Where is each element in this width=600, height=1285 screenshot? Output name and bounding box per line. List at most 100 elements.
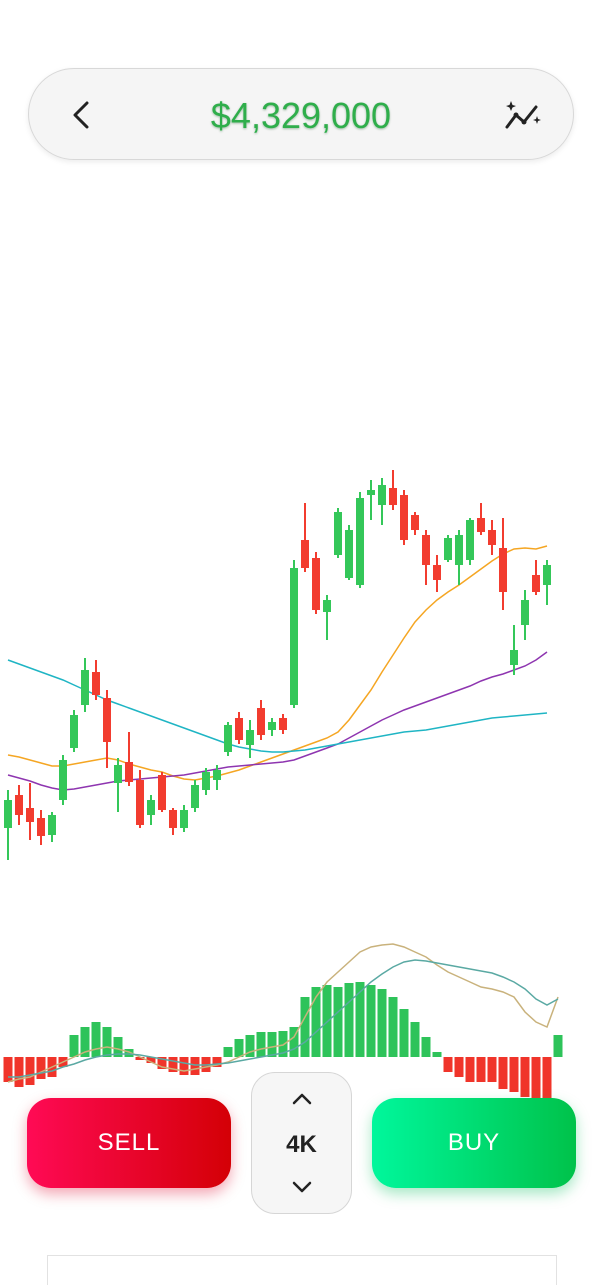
histogram-bar bbox=[80, 1027, 90, 1057]
increase-button[interactable] bbox=[290, 1091, 314, 1107]
candle-body bbox=[235, 718, 243, 740]
chart-icon[interactable] bbox=[503, 99, 543, 133]
indicator-line bbox=[7, 943, 559, 1083]
candle-body bbox=[367, 490, 375, 495]
histogram-bar bbox=[223, 1047, 233, 1057]
candle-body bbox=[191, 785, 199, 808]
histogram-bar bbox=[212, 1057, 222, 1067]
candle-body bbox=[444, 538, 452, 560]
price: $4,329,000 bbox=[210, 95, 392, 136]
candle-body bbox=[334, 512, 342, 555]
candle-body bbox=[389, 488, 397, 505]
candle-body bbox=[422, 535, 430, 565]
histogram-bar bbox=[410, 1022, 420, 1057]
histogram-bar bbox=[366, 985, 376, 1057]
indicator-line bbox=[7, 659, 548, 753]
candle-body bbox=[147, 800, 155, 815]
candle-body bbox=[59, 760, 67, 800]
back-button[interactable] bbox=[69, 99, 93, 131]
candle-body bbox=[180, 810, 188, 828]
histogram-bar bbox=[267, 1032, 277, 1057]
histogram-bar bbox=[168, 1057, 178, 1072]
candle-body bbox=[169, 810, 177, 828]
histogram-bar bbox=[311, 987, 321, 1057]
histogram-bar bbox=[399, 1009, 409, 1057]
candle-body bbox=[70, 715, 78, 748]
candle-body bbox=[290, 568, 298, 705]
sell-button[interactable]: SELL bbox=[27, 1098, 231, 1188]
histogram-bar bbox=[14, 1057, 24, 1087]
histogram-bar bbox=[278, 1031, 288, 1057]
histogram-bar bbox=[388, 997, 398, 1057]
candle-body bbox=[510, 650, 518, 665]
candle-body bbox=[521, 600, 529, 625]
histogram-bar bbox=[553, 1035, 563, 1057]
candle-body bbox=[81, 670, 89, 705]
candle-body bbox=[103, 698, 111, 742]
candle-body bbox=[433, 565, 441, 580]
histogram-bar bbox=[102, 1027, 112, 1057]
histogram-bar bbox=[454, 1057, 464, 1077]
candle-body bbox=[114, 765, 122, 783]
histogram-bar bbox=[289, 1027, 299, 1057]
header-bar: $4,329,000 bbox=[28, 68, 574, 160]
candle-body bbox=[37, 818, 45, 836]
histogram-bar bbox=[542, 1057, 552, 1102]
candle-body bbox=[532, 575, 540, 592]
histogram-bar bbox=[421, 1037, 431, 1057]
size-value: 4K bbox=[286, 1131, 317, 1158]
histogram-bar bbox=[443, 1057, 453, 1072]
candle-body bbox=[202, 772, 210, 790]
candle-body bbox=[136, 780, 144, 825]
histogram-bar bbox=[520, 1057, 530, 1097]
candle-body bbox=[279, 718, 287, 730]
histogram-bar bbox=[465, 1057, 475, 1082]
histogram-bar bbox=[3, 1057, 13, 1082]
candle-body bbox=[455, 535, 463, 565]
histogram-bar bbox=[256, 1032, 266, 1057]
histogram-bar bbox=[355, 982, 365, 1057]
histogram-bar bbox=[69, 1035, 79, 1057]
candle-body bbox=[378, 485, 386, 505]
buy-button[interactable]: BUY bbox=[372, 1098, 576, 1188]
candle-body bbox=[323, 600, 331, 612]
histogram-bar bbox=[91, 1022, 101, 1057]
histogram-bar bbox=[487, 1057, 497, 1082]
candle-body bbox=[499, 548, 507, 592]
candle-body bbox=[26, 808, 34, 822]
candle-body bbox=[466, 520, 474, 560]
candle-body bbox=[224, 725, 232, 752]
histogram-bar bbox=[190, 1057, 200, 1075]
histogram-bar bbox=[498, 1057, 508, 1089]
candle-body bbox=[246, 730, 254, 745]
candle-body bbox=[345, 530, 353, 578]
histogram-bar bbox=[25, 1057, 35, 1085]
histogram-bar bbox=[146, 1057, 156, 1063]
size-selector: 4K bbox=[251, 1072, 352, 1214]
candle-body bbox=[158, 775, 166, 810]
histogram-bar bbox=[245, 1035, 255, 1057]
candle-body bbox=[4, 800, 12, 828]
candle-body bbox=[92, 672, 100, 695]
histogram-bar bbox=[157, 1057, 167, 1069]
candle-body bbox=[400, 495, 408, 540]
candle-body bbox=[411, 515, 419, 530]
candle-body bbox=[213, 770, 221, 780]
candle-body bbox=[15, 795, 23, 815]
histogram-bar bbox=[124, 1049, 134, 1057]
decrease-button[interactable] bbox=[290, 1179, 314, 1195]
histogram-bar bbox=[476, 1057, 486, 1082]
histogram-bar bbox=[179, 1057, 189, 1075]
histogram-bar bbox=[300, 997, 310, 1057]
indicator-line bbox=[7, 651, 548, 791]
candle-body bbox=[356, 498, 364, 585]
candle-body bbox=[488, 530, 496, 545]
order-panel bbox=[47, 1255, 557, 1285]
histogram-bar bbox=[234, 1039, 244, 1057]
candle-body bbox=[301, 540, 309, 568]
indicator-line bbox=[8, 959, 559, 1078]
candle-body bbox=[125, 762, 133, 782]
candle-body bbox=[257, 708, 265, 735]
candle-body bbox=[312, 558, 320, 610]
